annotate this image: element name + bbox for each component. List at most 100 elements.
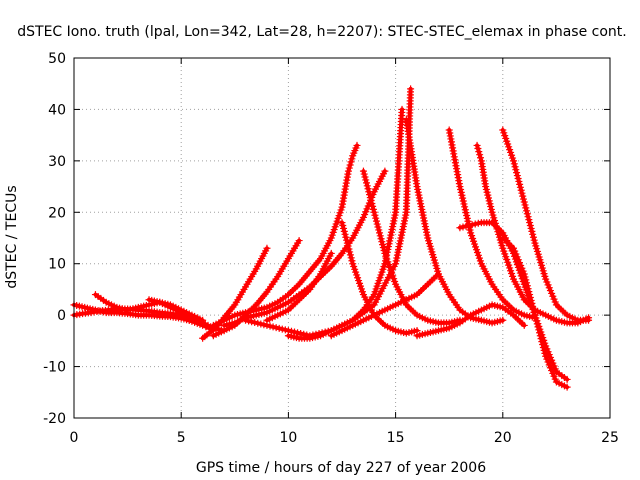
- series-20: [327, 270, 442, 340]
- data-point: [499, 316, 507, 324]
- data-point: [525, 216, 533, 224]
- data-point: [272, 324, 280, 332]
- data-point: [517, 186, 525, 194]
- data-point: [523, 207, 531, 215]
- data-point: [370, 208, 378, 216]
- series-13: [402, 116, 507, 327]
- series-11: [338, 219, 421, 337]
- series-16: [499, 126, 593, 324]
- data-point: [361, 173, 369, 181]
- data-point: [341, 230, 349, 238]
- data-point: [366, 191, 374, 199]
- data-point: [520, 198, 528, 206]
- data-point: [511, 163, 519, 171]
- x-tick-label: 15: [387, 430, 405, 446]
- data-point: [540, 346, 548, 354]
- data-point: [459, 223, 467, 231]
- data-point: [536, 332, 544, 340]
- data-point: [365, 188, 373, 196]
- y-tick-label: 30: [48, 154, 66, 170]
- data-point: [251, 318, 259, 326]
- data-point: [531, 311, 539, 319]
- data-point: [523, 279, 531, 287]
- data-point: [343, 236, 351, 244]
- data-point: [521, 273, 529, 281]
- data-point: [534, 323, 542, 331]
- data-point: [248, 318, 256, 326]
- data-point: [529, 233, 537, 241]
- data-point: [378, 238, 386, 246]
- data-point: [468, 221, 476, 229]
- data-point: [535, 326, 543, 334]
- data-point: [526, 219, 534, 227]
- data-point: [373, 220, 381, 228]
- data-point: [367, 197, 375, 205]
- data-point: [563, 375, 571, 383]
- data-point: [516, 183, 524, 191]
- data-point: [527, 224, 535, 232]
- data-point: [377, 235, 385, 243]
- data-point: [523, 282, 531, 290]
- y-tick-label: 20: [48, 205, 66, 221]
- data-point: [362, 176, 370, 184]
- data-point: [407, 85, 415, 93]
- data-point: [345, 245, 353, 253]
- data-point: [346, 251, 354, 259]
- plot-frame: [73, 57, 611, 419]
- data-point: [338, 219, 346, 227]
- data-point: [532, 314, 540, 322]
- data-point: [529, 230, 537, 238]
- data-point: [359, 167, 367, 175]
- series-21: [263, 249, 335, 324]
- data-point: [471, 220, 479, 228]
- y-axis-label: dSTEC / TECUs: [4, 185, 20, 288]
- data-point: [346, 161, 354, 169]
- data-point: [515, 177, 523, 185]
- data-point: [363, 179, 371, 187]
- data-point: [366, 194, 374, 202]
- data-point: [263, 244, 271, 252]
- data-point: [524, 213, 532, 221]
- data-point: [516, 180, 524, 188]
- data-point: [477, 154, 485, 162]
- data-point: [346, 248, 354, 256]
- data-point: [513, 172, 521, 180]
- data-point: [541, 349, 549, 357]
- data-point: [563, 383, 571, 391]
- data-point: [369, 205, 377, 213]
- data-point: [462, 222, 470, 230]
- data-point: [254, 319, 262, 327]
- data-point: [519, 195, 527, 203]
- data-point: [523, 210, 531, 218]
- data-point: [512, 166, 520, 174]
- data-point: [348, 155, 356, 163]
- y-tick-label: 0: [57, 308, 66, 324]
- data-point: [347, 158, 355, 166]
- data-point: [475, 148, 483, 156]
- data-point: [527, 296, 535, 304]
- data-point: [510, 160, 518, 168]
- data-point: [372, 217, 380, 225]
- data-point: [347, 254, 355, 262]
- data-point: [345, 164, 353, 172]
- data-point: [526, 291, 534, 299]
- data-point: [340, 227, 348, 235]
- data-point: [257, 320, 265, 328]
- data-point: [368, 199, 376, 207]
- data-point: [530, 236, 538, 244]
- data-point: [376, 229, 384, 237]
- data-point: [474, 219, 482, 227]
- series-18: [499, 234, 571, 391]
- y-tick-label: -10: [43, 360, 66, 376]
- data-point: [526, 294, 534, 302]
- data-point: [519, 192, 527, 200]
- data-point: [456, 224, 464, 232]
- data-point: [379, 241, 387, 249]
- x-tick-label: 10: [279, 430, 297, 446]
- data-point: [434, 270, 442, 278]
- data-point: [344, 242, 352, 250]
- data-point: [513, 169, 521, 177]
- data-point: [518, 189, 526, 197]
